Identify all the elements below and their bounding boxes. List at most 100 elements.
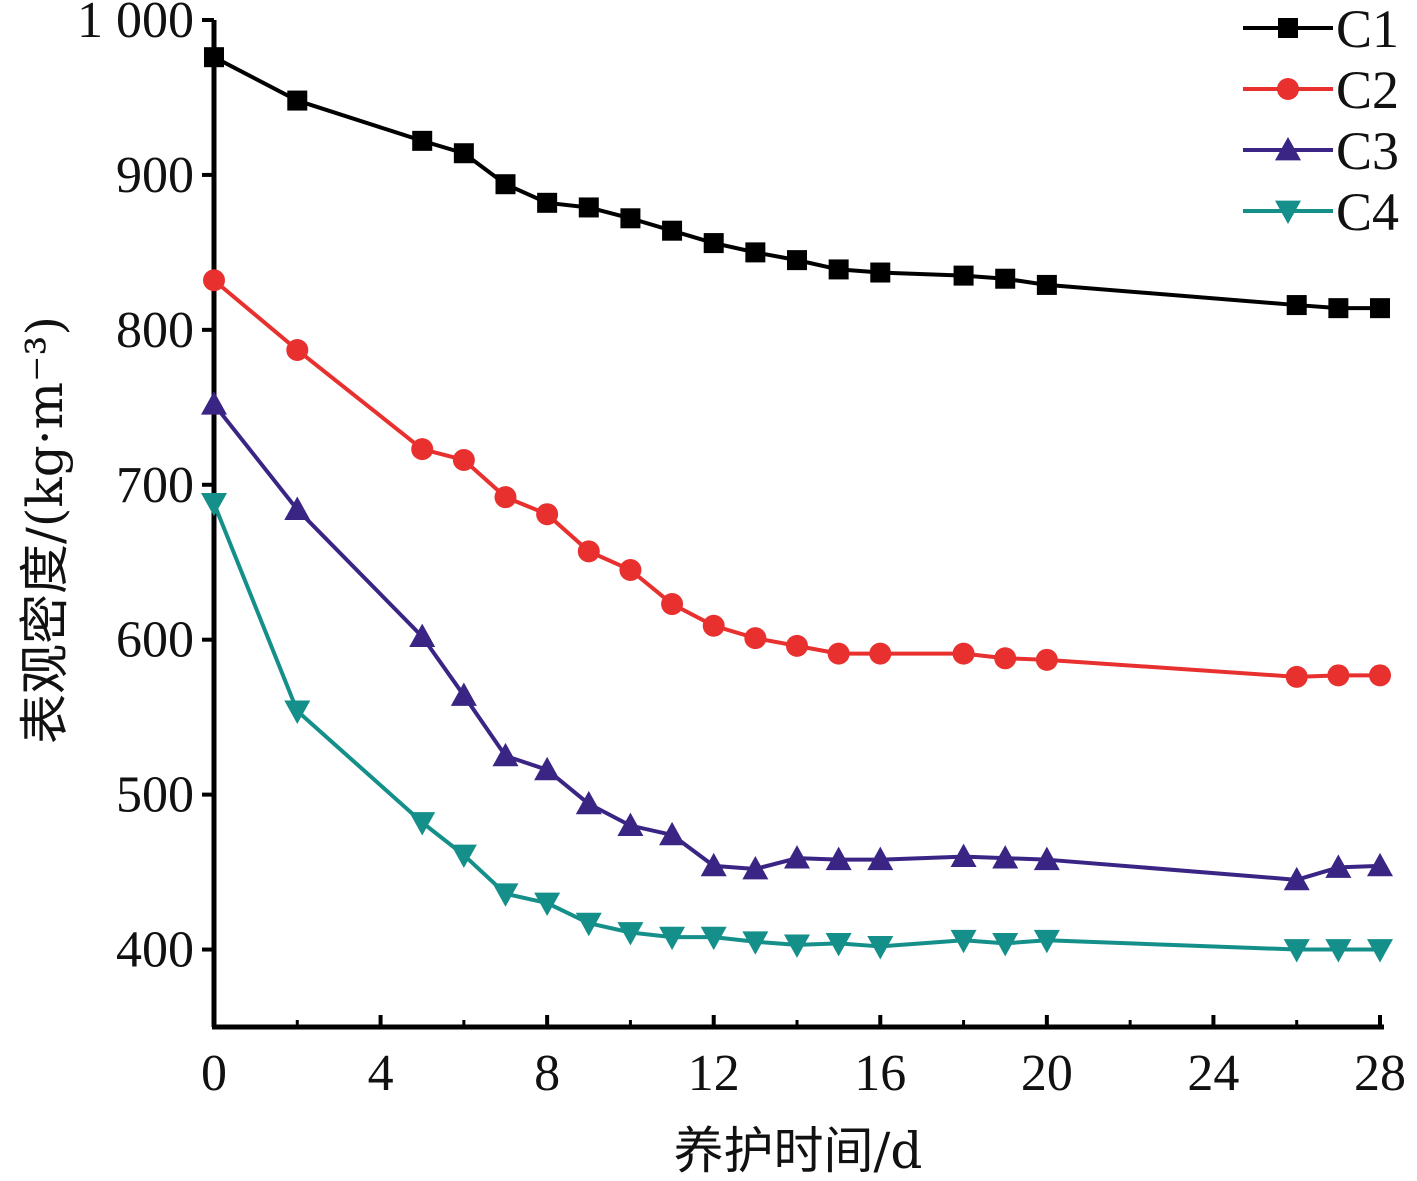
axes: [211, 20, 1384, 1030]
data-point: [204, 47, 224, 68]
data-point: [950, 843, 977, 867]
data-point: [1033, 846, 1060, 871]
data-point: [619, 558, 642, 581]
data-point: [620, 208, 641, 229]
series-C1: [204, 47, 1390, 319]
data-point: [1286, 295, 1307, 316]
y-tick-label: 500: [116, 767, 194, 824]
data-point: [700, 852, 727, 877]
y-tick-label: 400: [116, 922, 194, 979]
data-point: [286, 338, 309, 361]
data-point: [1328, 298, 1349, 319]
series-line-C1: [213, 55, 1380, 311]
data-point: [784, 934, 810, 958]
legend-marker: [1275, 200, 1301, 224]
data-point: [453, 143, 474, 164]
data-point: [1035, 648, 1058, 671]
data-point: [492, 883, 519, 907]
data-point: [992, 845, 1019, 869]
data-point: [492, 742, 519, 767]
legend-label: C1: [1336, 0, 1399, 59]
legend-label: C2: [1336, 60, 1399, 120]
data-point: [536, 503, 559, 526]
data-point: [1327, 664, 1350, 687]
data-point: [869, 642, 892, 665]
x-tick-label: 4: [368, 1045, 394, 1102]
data-point: [745, 242, 766, 263]
data-point: [828, 259, 849, 280]
data-point: [825, 932, 852, 957]
data-point: [495, 174, 516, 195]
legend-item: C1: [1243, 0, 1399, 59]
data-point: [284, 496, 311, 520]
data-point: [201, 391, 227, 415]
data-point: [659, 821, 686, 846]
data-point: [287, 90, 308, 111]
data-point: [450, 682, 477, 706]
data-point: [1325, 939, 1352, 963]
data-point: [867, 936, 894, 960]
data-point: [452, 448, 475, 471]
data-point: [870, 262, 891, 283]
data-point: [1370, 298, 1390, 319]
data-point: [577, 540, 600, 563]
data-point: [662, 220, 683, 241]
data-point: [1036, 274, 1057, 295]
x-tick-label: 28: [1354, 1045, 1406, 1102]
series-C3: [201, 391, 1393, 891]
y-tick-label: 800: [116, 302, 194, 359]
data-point: [867, 846, 894, 871]
legend-marker: [1277, 78, 1299, 100]
data-point: [700, 926, 727, 951]
data-point: [617, 922, 644, 946]
y-tick-label: 600: [116, 612, 194, 669]
x-ticks: 0 4 8 12 16 20 24 28: [201, 1015, 1406, 1102]
data-point: [827, 642, 850, 665]
data-point: [1033, 929, 1060, 954]
legend-item: C3: [1243, 121, 1399, 181]
y-tick-label: 1 000: [77, 0, 194, 49]
legend-label: C4: [1336, 182, 1399, 242]
series-line-C2: [212, 278, 1380, 679]
series-C2: [203, 269, 1391, 688]
data-point: [534, 892, 561, 917]
y-ticks: 400 500 600 700 800 900 1 000: [77, 0, 214, 979]
data-point: [284, 700, 311, 724]
data-point: [1367, 852, 1393, 877]
data-point: [1369, 664, 1391, 687]
x-tick-label: 12: [688, 1045, 740, 1102]
x-tick-label: 16: [854, 1045, 906, 1102]
data-point: [659, 926, 686, 951]
data-point: [786, 634, 808, 657]
series-layer: [201, 47, 1393, 963]
data-point: [534, 756, 561, 781]
data-point: [412, 130, 433, 151]
data-point: [702, 614, 725, 637]
data-point: [784, 845, 810, 869]
data-point: [744, 627, 767, 650]
data-point: [1283, 866, 1310, 891]
legend-marker: [1278, 18, 1298, 38]
data-point: [575, 912, 602, 937]
data-point: [1367, 939, 1393, 963]
data-point: [742, 931, 769, 955]
data-point: [1285, 665, 1308, 688]
data-point: [617, 812, 644, 836]
data-point: [787, 250, 807, 271]
x-axis-title: 养护时间/d: [674, 1122, 923, 1180]
data-point: [450, 844, 477, 869]
data-point: [494, 486, 517, 509]
legend-item: C4: [1243, 182, 1399, 242]
data-point: [409, 812, 436, 836]
x-tick-label: 0: [201, 1045, 227, 1102]
y-axis-title: 表观密度/(kg·m⁻³): [16, 316, 74, 744]
y-tick-label: 900: [116, 147, 194, 204]
legend-marker: [1275, 137, 1301, 161]
x-tick-label: 20: [1021, 1045, 1073, 1102]
data-point: [825, 846, 852, 871]
data-point: [992, 932, 1019, 957]
data-point: [742, 855, 769, 880]
data-point: [411, 438, 434, 461]
